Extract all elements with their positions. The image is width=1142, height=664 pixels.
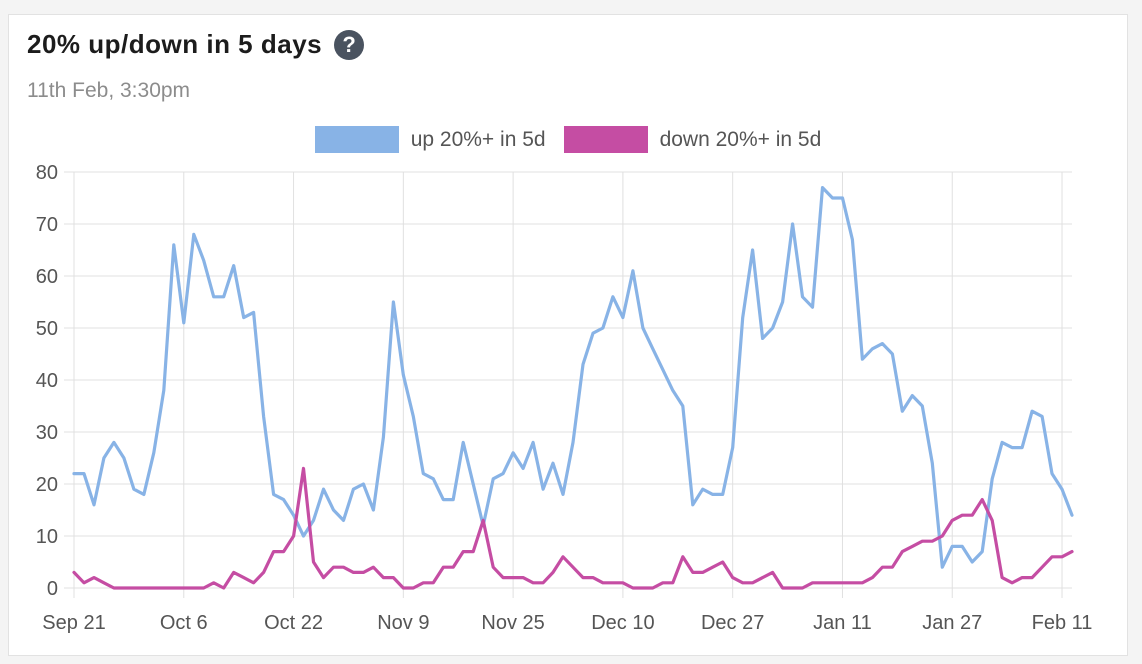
- y-tick-label: 70: [36, 214, 58, 236]
- legend-label-up: up 20%+ in 5d: [410, 127, 546, 151]
- x-tick-label: Dec 27: [701, 612, 764, 634]
- chart-legend: up 20%+ in 5d down 20%+ in 5d: [9, 126, 1127, 153]
- legend-swatch-down: [563, 126, 648, 153]
- x-tick-label: Jan 11: [813, 612, 872, 634]
- x-tick-label: Jan 27: [922, 612, 982, 634]
- x-tick-label: Oct 6: [160, 612, 208, 634]
- y-tick-label: 10: [36, 526, 58, 548]
- legend-item-up[interactable]: up 20%+ in 5d: [314, 126, 546, 153]
- question-circle-icon[interactable]: ?: [334, 29, 365, 60]
- y-tick-label: 60: [36, 266, 58, 288]
- x-tick-label: Dec 10: [591, 612, 654, 634]
- title-row: 20% up/down in 5 days ?: [27, 29, 365, 60]
- x-tick-label: Sep 21: [42, 612, 105, 634]
- y-tick-label: 40: [36, 370, 58, 392]
- series-line-down: [72, 466, 1074, 590]
- legend-item-down[interactable]: down 20%+ in 5d: [563, 126, 822, 153]
- y-tick-label: 80: [36, 162, 58, 184]
- x-tick-label: Nov 9: [377, 612, 429, 634]
- x-tick-label: Oct 22: [264, 612, 323, 634]
- chart-subtitle: 11th Feb, 3:30pm: [27, 79, 191, 102]
- legend-label-down: down 20%+ in 5d: [659, 127, 822, 151]
- y-tick-label: 30: [36, 422, 58, 444]
- y-tick-label: 50: [36, 318, 58, 340]
- y-tick-label: 20: [36, 474, 58, 496]
- y-tick-label: 0: [47, 578, 58, 600]
- legend-swatch-up: [314, 126, 399, 153]
- series-line-up: [72, 186, 1074, 569]
- x-tick-label: Nov 25: [481, 612, 544, 634]
- chart-card: 20% up/down in 5 days ? 11th Feb, 3:30pm…: [8, 14, 1128, 656]
- x-tick-label: Feb 11: [1032, 612, 1093, 634]
- chart-title: 20% up/down in 5 days: [27, 29, 323, 59]
